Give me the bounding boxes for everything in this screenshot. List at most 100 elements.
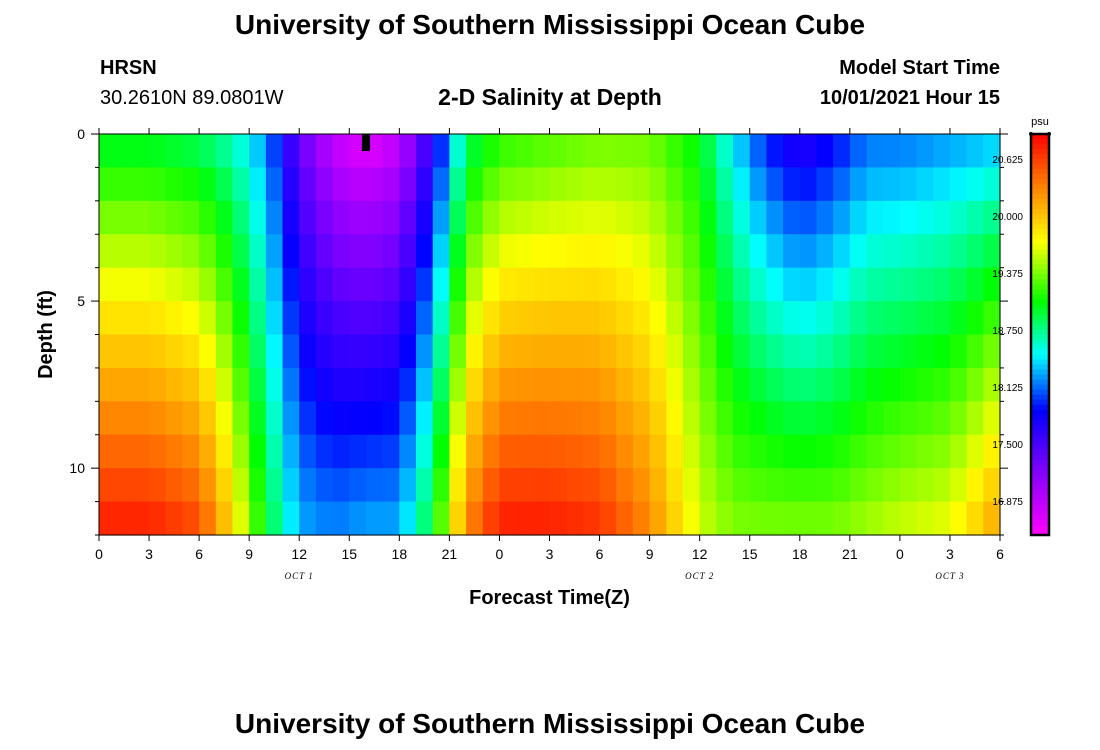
colorbar-units: psu <box>1031 116 1049 128</box>
heatmap-cell <box>899 267 918 302</box>
heatmap-cell <box>149 267 167 302</box>
heatmap-cell <box>799 301 818 336</box>
date-label: OCT 1 <box>285 571 314 581</box>
heatmap-cell <box>165 468 184 503</box>
colorbar-step <box>1031 464 1049 471</box>
heatmap-cell <box>299 401 317 436</box>
heatmap-cell <box>833 234 851 269</box>
station-name: HRSN <box>100 57 157 79</box>
heatmap-cell <box>466 501 484 536</box>
heatmap-cell <box>165 200 184 235</box>
heatmap-cell <box>849 200 868 235</box>
heatmap-cell <box>649 200 667 235</box>
heatmap-cell <box>916 367 934 402</box>
heatmap-cell <box>332 134 350 169</box>
heatmap-cells <box>99 134 1001 536</box>
colorbar-step <box>1031 399 1049 406</box>
heatmap-cell <box>249 301 267 336</box>
heatmap-cell <box>315 301 334 336</box>
colorbar-gradient <box>1031 134 1049 536</box>
heatmap-cell <box>282 334 300 369</box>
heatmap-cell <box>949 401 968 436</box>
heatmap-cell <box>182 468 200 503</box>
heatmap-cell <box>616 334 634 369</box>
x-tick-label: 21 <box>842 546 858 562</box>
heatmap-cell <box>816 134 834 169</box>
heatmap-cell <box>933 167 951 202</box>
heatmap-cell <box>516 301 534 336</box>
heatmap-cell <box>699 234 717 269</box>
heatmap-cell <box>382 200 400 235</box>
heatmap-cell <box>115 200 133 235</box>
colorbar-step <box>1031 384 1049 391</box>
heatmap-cell <box>249 334 267 369</box>
heatmap-cell <box>149 468 167 503</box>
heatmap-cell <box>299 267 317 302</box>
heatmap-cell <box>749 301 768 336</box>
heatmap-cell <box>482 134 501 169</box>
heatmap-cell <box>632 234 651 269</box>
heatmap-cell <box>199 134 217 169</box>
heatmap-cell <box>466 301 484 336</box>
heatmap-cell <box>666 267 684 302</box>
heatmap-cell <box>265 401 284 436</box>
colorbar-step <box>1031 194 1049 200</box>
colorbar-step <box>1031 474 1049 481</box>
heatmap-cell <box>232 167 250 202</box>
heatmap-cell <box>933 267 951 302</box>
heatmap-cell <box>365 134 384 169</box>
heatmap-cell <box>816 200 834 235</box>
heatmap-cell <box>482 468 501 503</box>
heatmap-cell <box>966 367 984 402</box>
colorbar-step <box>1031 254 1049 260</box>
heatmap-cell <box>866 434 884 469</box>
heatmap-cell <box>165 367 184 402</box>
heatmap-cell <box>182 301 200 336</box>
heatmap-cell <box>682 200 701 235</box>
heatmap-cell <box>766 167 784 202</box>
heatmap-cell <box>499 434 517 469</box>
heatmap-cell <box>432 200 450 235</box>
heatmap-cell <box>349 234 367 269</box>
heatmap-cell <box>816 234 834 269</box>
heatmap-cell <box>616 200 634 235</box>
heatmap-cell <box>232 434 250 469</box>
heatmap-cell <box>365 301 384 336</box>
heatmap-cell <box>115 468 133 503</box>
heatmap-cell <box>766 501 784 536</box>
y-tick-label: 0 <box>77 126 85 142</box>
heatmap-cell <box>716 167 734 202</box>
heatmap-cell <box>99 234 117 269</box>
heatmap-cell <box>549 468 567 503</box>
heatmap-cell <box>933 501 951 536</box>
heatmap-cell <box>449 234 467 269</box>
heatmap-cell <box>466 134 484 169</box>
x-tick-label: 6 <box>195 546 203 562</box>
heatmap-cell <box>966 434 984 469</box>
colorbar-tick-label: 20.000 <box>992 212 1023 223</box>
heatmap-cell <box>582 468 601 503</box>
heatmap-cell <box>399 468 417 503</box>
heatmap-cell <box>733 167 751 202</box>
heatmap-cell <box>199 401 217 436</box>
heatmap-cell <box>382 501 400 536</box>
heatmap-cell <box>766 367 784 402</box>
heatmap-cell <box>199 501 217 536</box>
heatmap-cell <box>432 167 450 202</box>
heatmap-cell <box>766 200 784 235</box>
colorbar-step <box>1031 504 1049 511</box>
heatmap-cell <box>783 501 801 536</box>
heatmap-cell <box>816 334 834 369</box>
heatmap-cell <box>716 501 734 536</box>
heatmap-cell <box>165 334 184 369</box>
footer-title: University of Southern Mississippi Ocean… <box>234 708 866 739</box>
heatmap-cell <box>616 367 634 402</box>
x-tick-label: 15 <box>341 546 357 562</box>
colorbar-step <box>1031 154 1049 160</box>
heatmap-cell <box>399 301 417 336</box>
heatmap-cell <box>365 468 384 503</box>
heatmap-cell <box>232 200 250 235</box>
heatmap-cell <box>382 167 400 202</box>
colorbar-step <box>1031 159 1049 165</box>
heatmap-cell <box>816 468 834 503</box>
